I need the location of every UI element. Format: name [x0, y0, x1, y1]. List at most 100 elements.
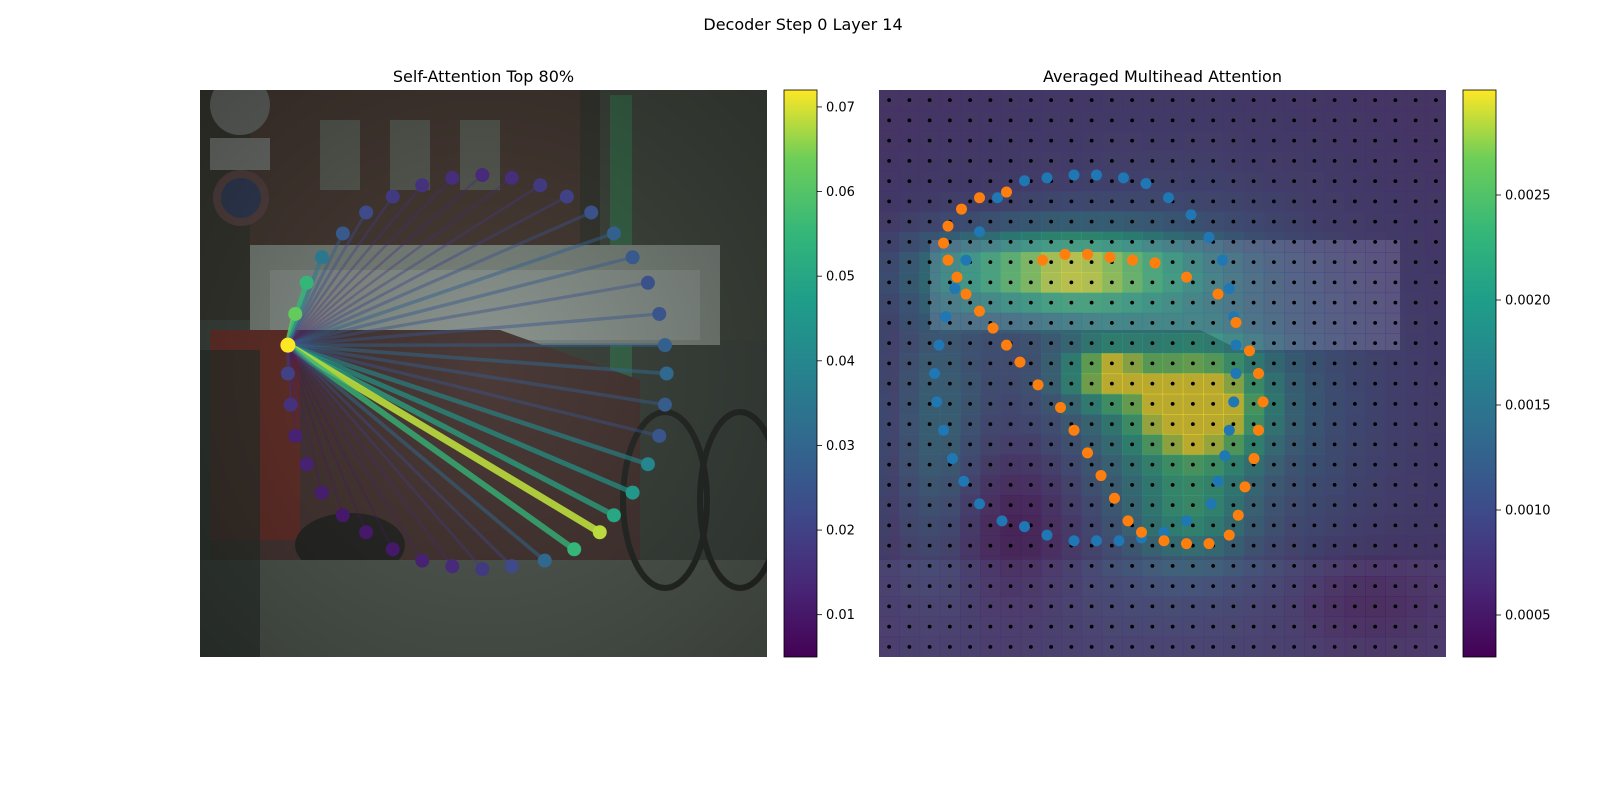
- grid-dot: [1049, 422, 1054, 427]
- orange-point: [987, 322, 999, 334]
- grid-dot: [1271, 199, 1276, 204]
- grid-dot: [1332, 381, 1337, 386]
- grid-dot: [1413, 563, 1418, 568]
- grid-dot: [1089, 462, 1094, 467]
- attention-edge: [286, 342, 576, 552]
- grid-dot: [1008, 118, 1013, 123]
- grid-dot: [1150, 644, 1155, 649]
- blue-points: [929, 169, 1242, 547]
- grid-dot: [1170, 361, 1175, 366]
- grid-dot: [1271, 442, 1276, 447]
- left-colorbar-tick-label: 0.06: [826, 185, 855, 200]
- attention-point: [606, 508, 621, 523]
- grid-dot: [1271, 320, 1276, 325]
- grid-dot: [1433, 260, 1438, 265]
- grid-dot: [988, 462, 993, 467]
- grid-dot: [1170, 462, 1175, 467]
- grid-dot: [1352, 401, 1357, 406]
- blue-point: [1185, 209, 1197, 221]
- grid-dot: [1211, 604, 1216, 609]
- grid-dot: [907, 199, 912, 204]
- grid-dot: [988, 401, 993, 406]
- grid-dot: [927, 199, 932, 204]
- orange-point: [1181, 271, 1192, 283]
- grid-dot: [1393, 280, 1398, 285]
- grid-dot: [1373, 98, 1378, 103]
- grid-dot: [1150, 138, 1155, 143]
- grid-dot: [1008, 158, 1013, 163]
- figure-title: Decoder Step 0 Layer 14: [703, 15, 902, 34]
- grid-dot: [1170, 604, 1175, 609]
- grid-dot: [1109, 98, 1114, 103]
- grid-dot: [1130, 543, 1135, 548]
- grid-dot: [1211, 361, 1216, 366]
- attention-edge: [286, 344, 484, 570]
- grid-dot: [1109, 462, 1114, 467]
- grid-dot: [968, 138, 973, 143]
- attention-edge: [287, 177, 454, 346]
- grid-dot: [907, 644, 912, 649]
- grid-dot: [1170, 381, 1175, 386]
- grid-dot: [1089, 260, 1094, 265]
- grid-dot: [1413, 158, 1418, 163]
- orange-point: [1253, 368, 1264, 379]
- grid-dot: [1393, 563, 1398, 568]
- attention-point: [592, 525, 607, 540]
- grid-dot: [1049, 604, 1054, 609]
- grid-dot: [1190, 482, 1195, 487]
- grid-dot: [1433, 381, 1438, 386]
- grid-dot: [1332, 624, 1337, 629]
- grid-dot: [1109, 138, 1114, 143]
- grid-dot: [1433, 158, 1438, 163]
- grid-dot: [1373, 401, 1378, 406]
- grid-dot: [907, 341, 912, 346]
- grid-dot: [1251, 644, 1256, 649]
- grid-dot: [1170, 239, 1175, 244]
- grid-dot: [1231, 158, 1236, 163]
- grid-dot: [1109, 503, 1114, 508]
- grid-dot: [1373, 239, 1378, 244]
- grid-dot: [1373, 320, 1378, 325]
- grid-dot: [988, 300, 993, 305]
- grid-dot: [1332, 219, 1337, 224]
- grid-dot: [1008, 604, 1013, 609]
- grid-dot: [907, 462, 912, 467]
- attention-edge: [287, 174, 484, 347]
- grid-dot: [1150, 624, 1155, 629]
- grid-dot: [1008, 482, 1013, 487]
- grid-dot: [1251, 300, 1256, 305]
- grid-dot: [1211, 442, 1216, 447]
- blue-point: [958, 475, 970, 487]
- grid-dot: [1049, 584, 1054, 589]
- grid-dot: [1150, 462, 1155, 467]
- attention-points: [280, 168, 674, 577]
- grid-dot: [968, 280, 973, 285]
- grid-dot: [1393, 138, 1398, 143]
- grid-dot: [1312, 280, 1317, 285]
- grid-dot: [1190, 523, 1195, 528]
- grid-dot: [1170, 158, 1175, 163]
- grid-dot: [1433, 118, 1438, 123]
- grid-dot: [1292, 300, 1297, 305]
- grid-dot: [1089, 401, 1094, 406]
- grid-dot: [1028, 219, 1033, 224]
- grid-dot: [1352, 442, 1357, 447]
- grid-dot: [1251, 280, 1256, 285]
- grid-dot: [907, 158, 912, 163]
- grid-dot: [1433, 300, 1438, 305]
- grid-dot: [1150, 482, 1155, 487]
- grid-dot: [1150, 361, 1155, 366]
- attention-edge: [287, 281, 649, 347]
- grid-dot: [887, 462, 892, 467]
- grid-dot: [1028, 138, 1033, 143]
- grid-dot: [968, 320, 973, 325]
- grid-dot: [988, 361, 993, 366]
- grid-dot: [1312, 179, 1317, 184]
- grid-dot: [1292, 280, 1297, 285]
- blue-point: [992, 192, 1003, 204]
- grid-dot: [1150, 300, 1155, 305]
- grid-dot: [968, 422, 973, 427]
- attention-edge: [286, 211, 368, 346]
- grid-dot: [1190, 98, 1195, 103]
- grid-dot: [1028, 381, 1033, 386]
